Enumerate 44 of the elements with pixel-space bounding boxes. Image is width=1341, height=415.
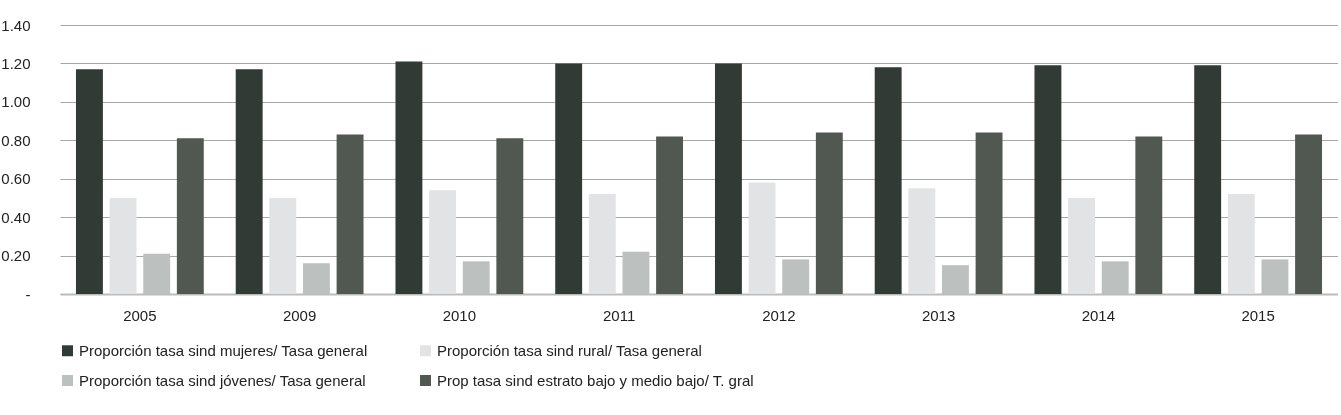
y-tick-label: 0.60 xyxy=(1,170,31,188)
bar xyxy=(1034,65,1062,294)
bar xyxy=(496,138,524,294)
bar xyxy=(656,136,684,294)
bar xyxy=(235,69,263,294)
y-tick-label: 1.40 xyxy=(1,16,31,34)
bar xyxy=(555,63,583,294)
x-tick-label: 2009 xyxy=(282,306,317,324)
x-tick-label: 2010 xyxy=(442,306,477,324)
bar xyxy=(1194,65,1222,294)
bar xyxy=(269,197,297,294)
x-tick-label: 2012 xyxy=(762,306,796,324)
bar xyxy=(1227,194,1255,294)
bar xyxy=(176,138,204,294)
legend-label: Proporción tasa sind rural/ Tasa general xyxy=(437,341,702,359)
legend-label: Proporción tasa sind mujeres/ Tasa general xyxy=(79,341,368,359)
bar xyxy=(874,67,902,294)
x-tick-label: 2014 xyxy=(1081,306,1116,324)
x-tick-label: 2015 xyxy=(1241,306,1275,324)
legend-label: Proporción tasa sind jóvenes/ Tasa general xyxy=(79,371,366,389)
bar xyxy=(748,182,776,294)
bar xyxy=(815,132,843,294)
bar xyxy=(908,188,936,294)
bar xyxy=(714,63,742,294)
y-tick-label: - xyxy=(25,285,31,303)
x-tick-label: 2005 xyxy=(123,306,157,324)
y-tick-label: 0.40 xyxy=(1,208,31,226)
bar xyxy=(429,190,457,294)
y-tick-label: 1.20 xyxy=(1,54,31,72)
bar xyxy=(75,69,103,294)
bar xyxy=(336,134,364,294)
y-tick-label: 1.00 xyxy=(1,93,31,111)
y-tick-label: 0.20 xyxy=(1,247,31,265)
bar xyxy=(1068,197,1096,294)
bar xyxy=(395,61,423,294)
bar xyxy=(1295,134,1323,294)
x-tick-label: 2013 xyxy=(921,306,956,324)
x-tick-label: 2011 xyxy=(602,306,636,324)
legend-label: Prop tasa sind estrato bajo y medio bajo/ T. gral xyxy=(437,371,754,389)
bar xyxy=(109,197,137,294)
bar xyxy=(975,132,1003,294)
y-tick-label: 0.80 xyxy=(1,131,31,149)
bar xyxy=(588,194,616,294)
bar xyxy=(1135,136,1163,294)
